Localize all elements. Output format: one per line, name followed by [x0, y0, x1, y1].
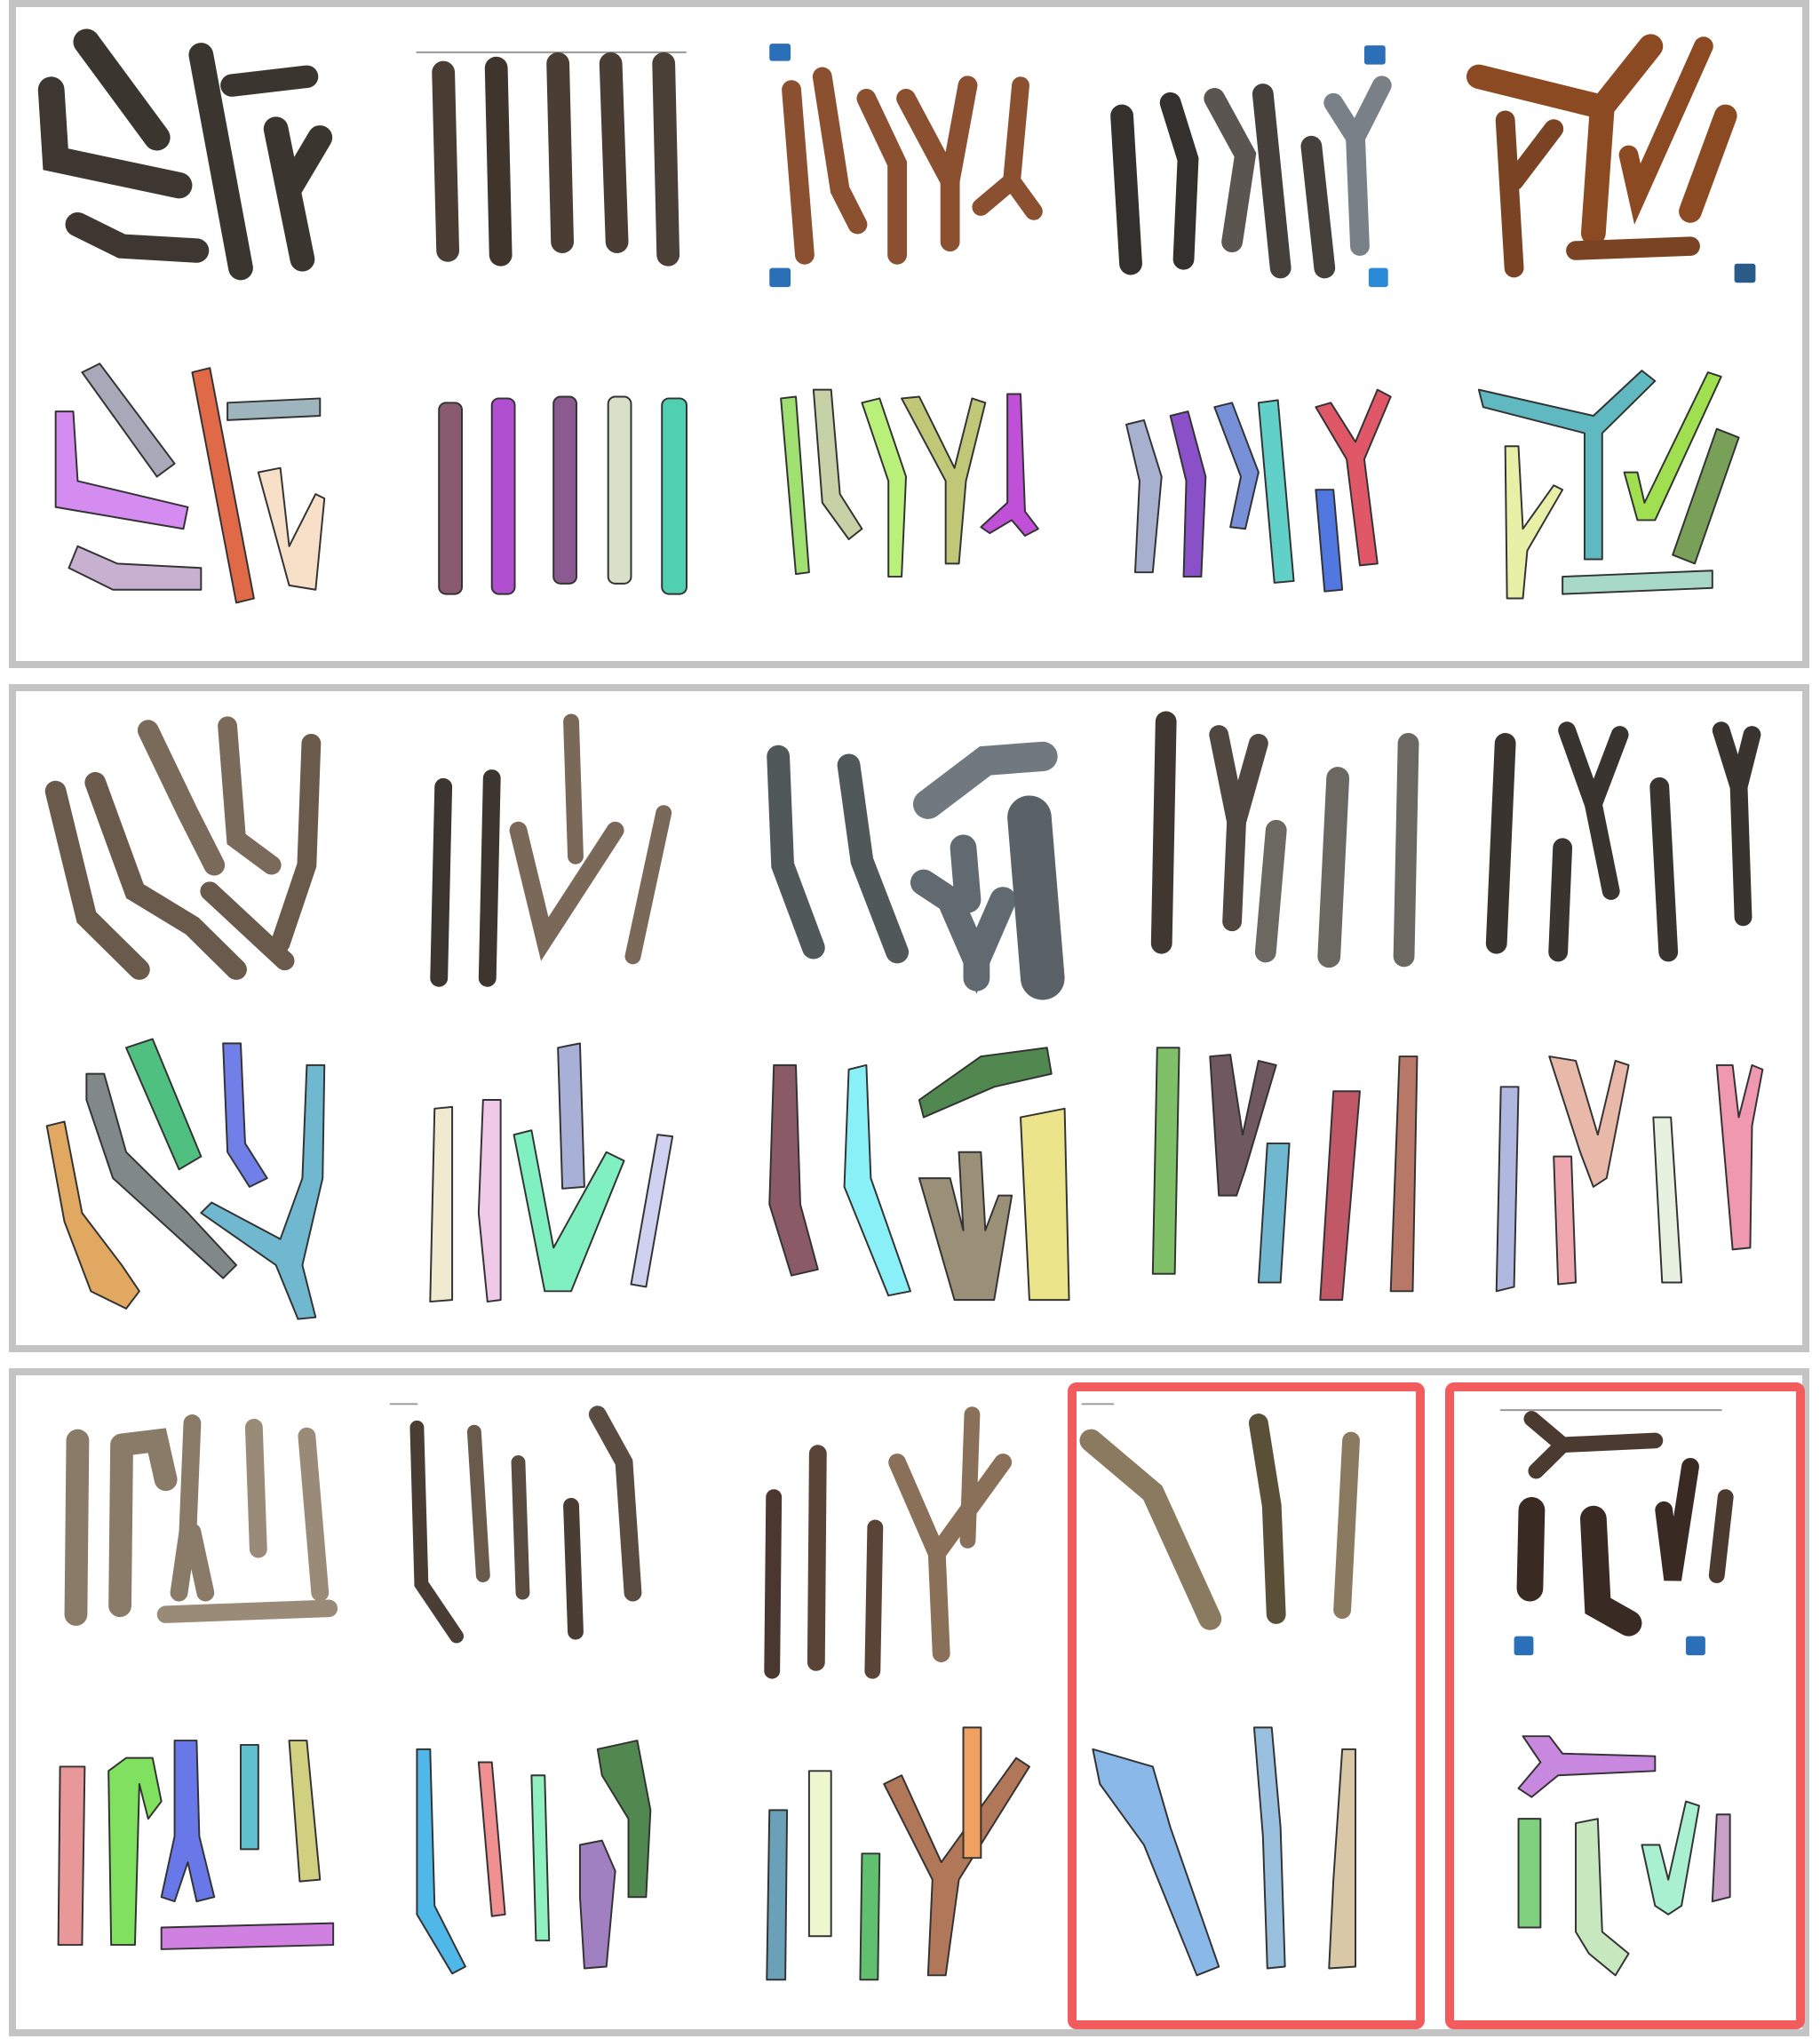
photo-row-1-col-3 [769, 44, 1386, 288]
panel-row-1 [9, 0, 1809, 668]
masks-row-2-col-4 [1151, 1047, 1419, 1302]
masks-row-1-col-3 [780, 388, 1039, 578]
photo-row-2-col-3 [767, 741, 1065, 1000]
masks-row-3-col-5 [1517, 1735, 1731, 1977]
photo-row-2-col-4 [1150, 711, 1419, 968]
panel-row-2-graphics [44, 711, 1764, 1320]
highlight-box-row-3-col-4 [1068, 1382, 1425, 2029]
photo-row-1-col-5 [1466, 34, 1756, 283]
masks-row-3-col-2 [416, 1740, 652, 1975]
photo-row-3-col-2 [389, 1403, 642, 1644]
masks-row-3-col-1 [57, 1740, 335, 1950]
photo-row-1-col-4 [1110, 76, 1392, 288]
masks-row-2-col-1 [45, 1038, 326, 1320]
photo-row-3-col-3 [764, 1406, 1013, 1679]
photo-row-2-col-1 [44, 716, 322, 980]
masks-row-3-col-4 [1092, 1726, 1356, 1977]
masks-row-2-col-3 [768, 1047, 1070, 1302]
photo-row-1-col-1 [37, 28, 333, 281]
masks-row-1-col-1 [54, 362, 326, 604]
panel-row-2 [9, 684, 1809, 1352]
masks-row-1-col-2 [438, 395, 687, 595]
photo-row-1-col-2 [416, 51, 687, 267]
masks-row-1-col-5 [1477, 370, 1740, 600]
photo-row-3-col-5 [1499, 1409, 1734, 1656]
panel-row-3-graphics [57, 1403, 1734, 1981]
panel-row-3 [9, 1368, 1809, 2036]
masks-row-3-col-3 [766, 1726, 1030, 1981]
masks-row-2-col-5 [1495, 1055, 1764, 1293]
highlight-box-row-3-col-5 [1445, 1382, 1805, 2029]
masks-row-1-col-4 [1125, 388, 1392, 593]
photo-row-3-col-4 [1079, 1403, 1360, 1630]
panel-row-1-graphics [37, 28, 1756, 604]
photo-row-2-col-5 [1485, 721, 1761, 962]
photo-row-3-col-1 [64, 1414, 338, 1626]
masks-row-2-col-2 [429, 1042, 674, 1303]
photo-row-2-col-2 [430, 713, 672, 987]
